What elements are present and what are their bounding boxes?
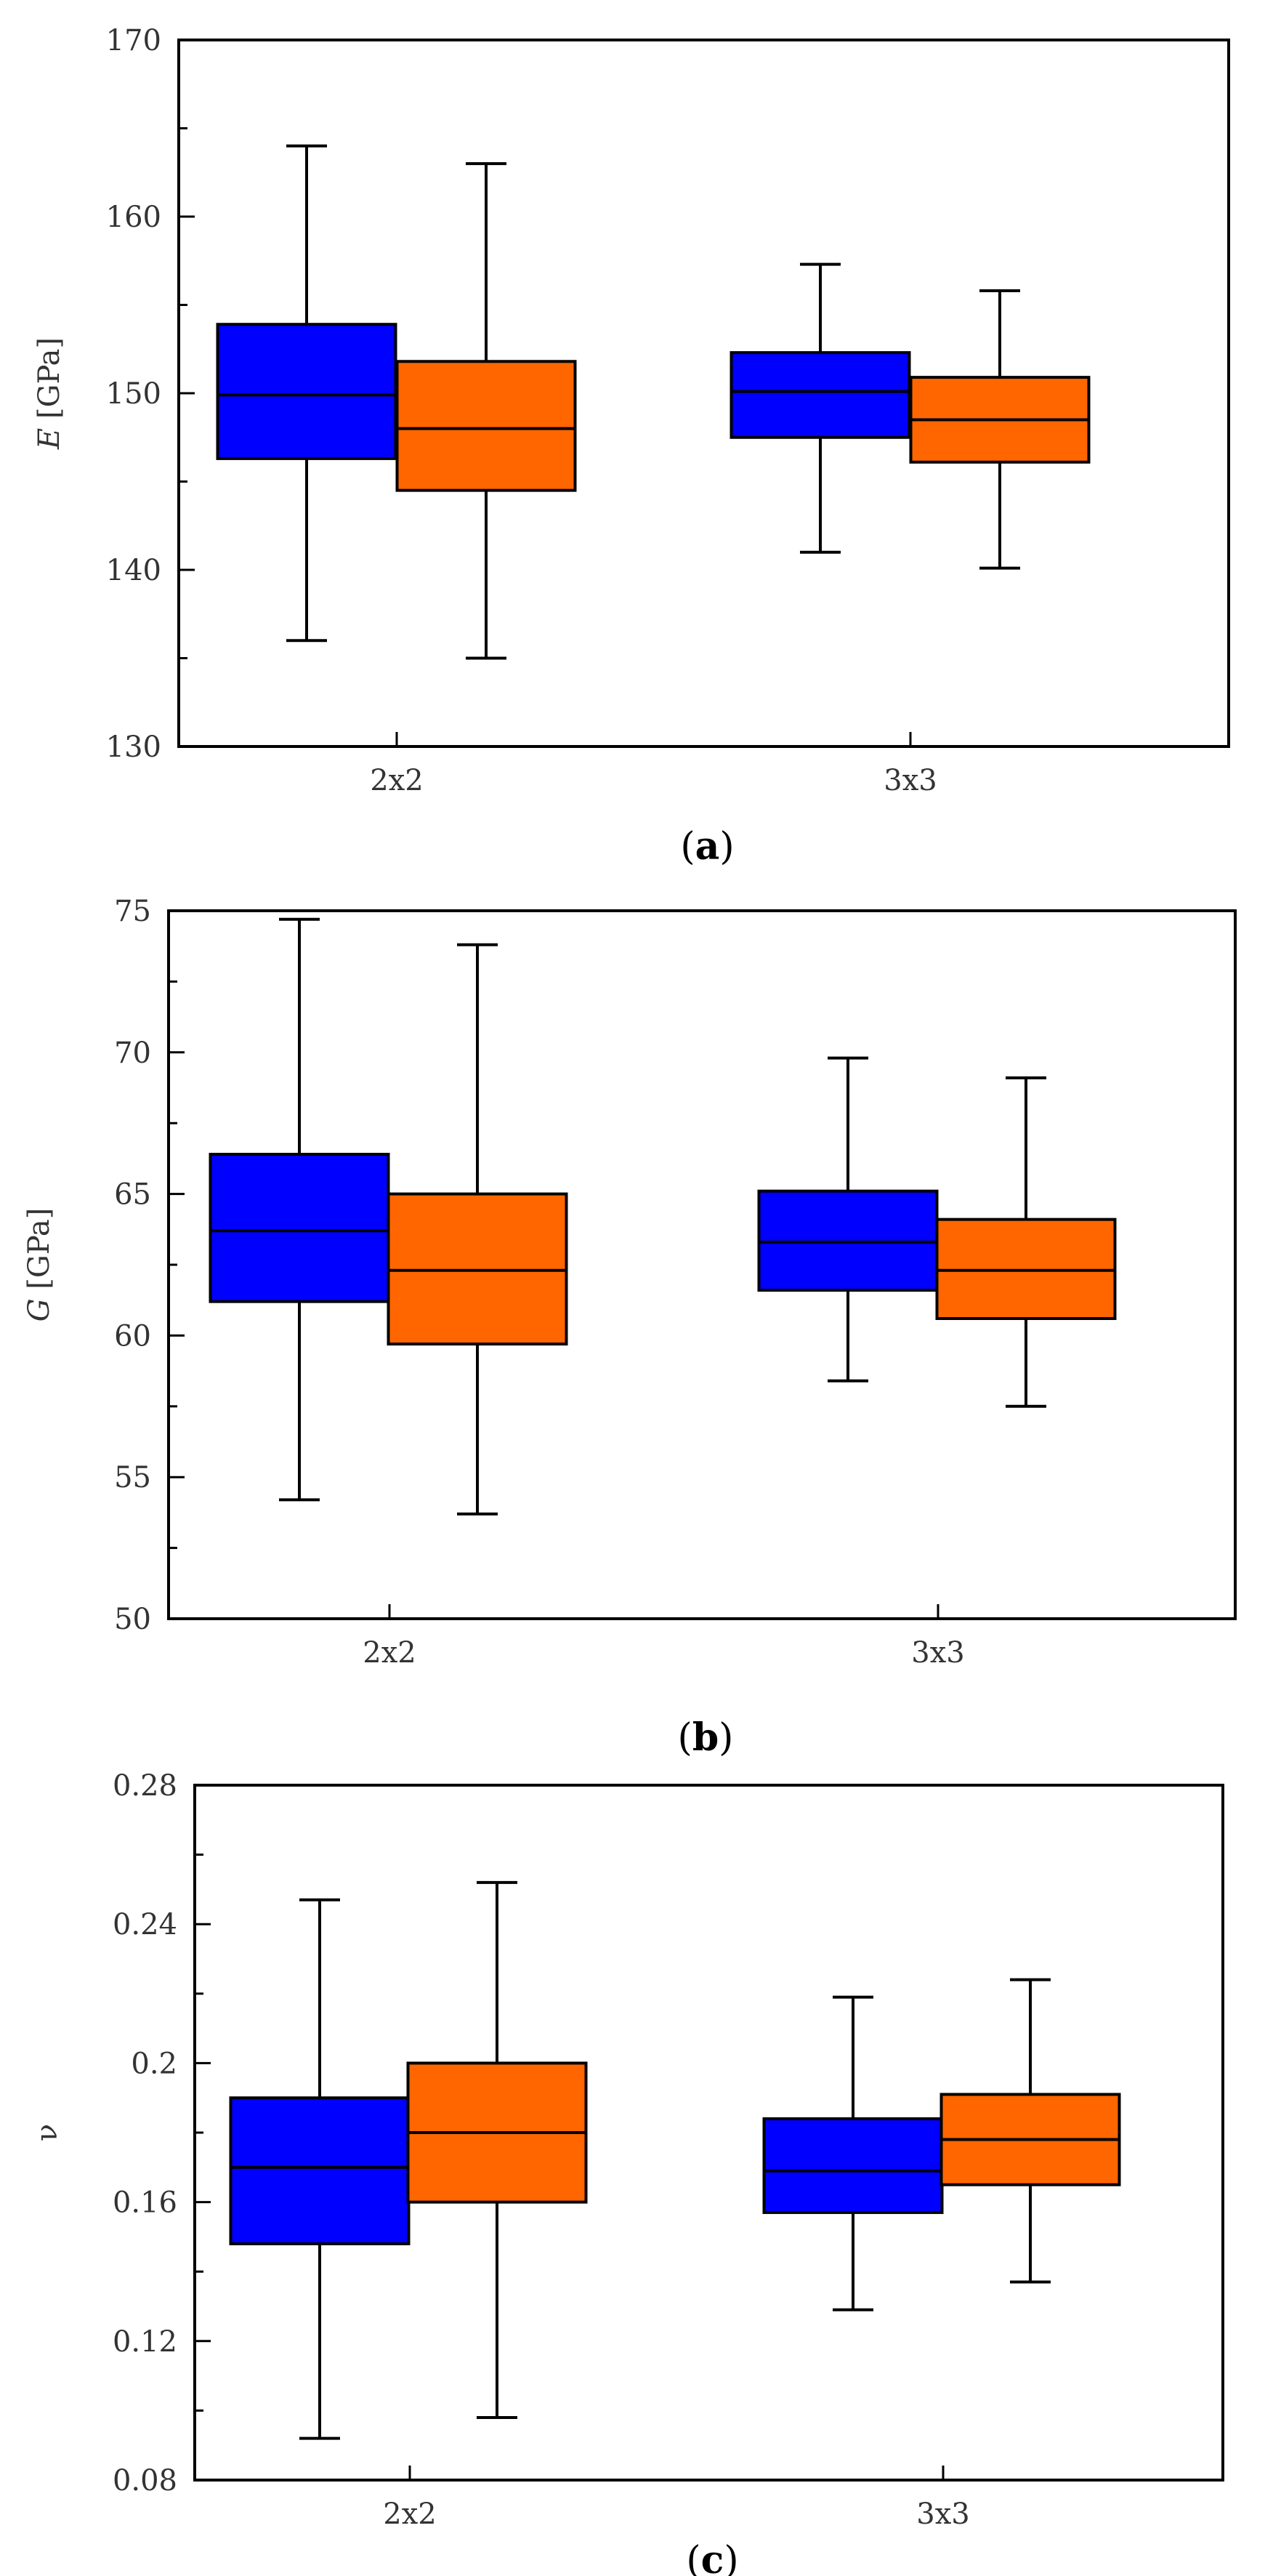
box (395, 360, 577, 492)
box (209, 1153, 390, 1303)
box (216, 323, 397, 460)
box (730, 351, 911, 439)
y-tick-label: 170 (106, 24, 161, 57)
panel-caption: (a) (680, 824, 734, 869)
y-axis-symbol: E (33, 428, 66, 450)
x-tick-label: 3x3 (916, 2497, 969, 2531)
y-axis-symbol: G (23, 1298, 56, 1321)
y-tick-label: 160 (106, 201, 161, 234)
y-tick-label: 60 (114, 1319, 151, 1353)
y-axis-symbol: ν (31, 2124, 64, 2141)
y-tick-label: 0.24 (113, 1908, 177, 1941)
y-tick-label: 140 (106, 554, 161, 587)
panel-caption: (c) (686, 2538, 738, 2576)
box (762, 2117, 944, 2214)
y-tick-label: 75 (114, 895, 151, 928)
panel-a: 130 140 150 160 170 E [GPa] 2x2 3x3 (a) (33, 24, 1230, 869)
y-tick-label: 0.12 (113, 2325, 177, 2359)
x-tick-label: 3x3 (884, 764, 937, 797)
y-tick-label: 0.2 (131, 2047, 177, 2080)
x-tick-label: 3x3 (911, 1636, 964, 1670)
y-axis-unit: [GPa] (23, 1208, 56, 1299)
y-axis-unit: [GPa] (33, 337, 66, 428)
x-tick-label: 2x2 (370, 764, 423, 797)
panel-caption: (b) (678, 1715, 734, 1760)
y-tick-label: 150 (106, 377, 161, 411)
y-axis-label: G [GPa] (23, 1208, 56, 1322)
x-tick-label: 2x2 (363, 1636, 416, 1670)
y-tick-label: 130 (106, 730, 161, 764)
y-axis-label: ν (31, 2124, 64, 2141)
box (229, 2096, 411, 2245)
y-tick-label: 70 (114, 1037, 151, 1070)
x-tick-label: 2x2 (383, 2497, 436, 2531)
panel-b: 50 55 60 65 70 75 G [GPa] 2x2 3x3 (b) (23, 895, 1237, 1760)
y-tick-label: 55 (114, 1461, 151, 1494)
y-tick-label: 65 (114, 1178, 151, 1212)
y-tick-label: 0.28 (113, 1769, 177, 1803)
y-tick-label: 50 (114, 1603, 151, 1636)
panel-c: 0.08 0.12 0.16 0.2 0.24 0.28 ν 2x2 3x3 (c) (31, 1769, 1224, 2576)
y-tick-label: 0.16 (113, 2186, 177, 2220)
y-axis-label: E [GPa] (33, 337, 66, 450)
y-tick-label: 0.08 (113, 2464, 177, 2497)
